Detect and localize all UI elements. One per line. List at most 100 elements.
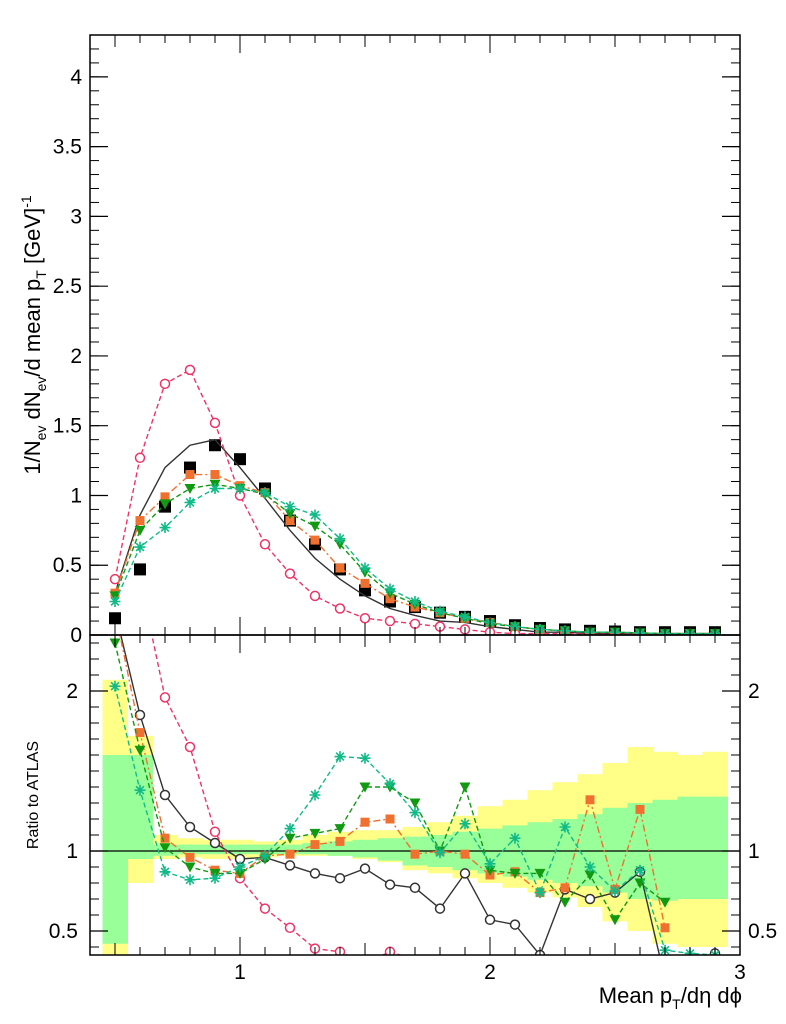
ratio-point	[434, 847, 446, 859]
main-point	[284, 509, 296, 520]
ratio-point	[134, 784, 146, 796]
main-y-tick-label: 3.5	[53, 136, 82, 159]
ratio-band-green	[202, 844, 228, 855]
ratio-point	[284, 922, 296, 934]
main-ytick-labels: 0 0.5 1 1.5 2 2.5 3 3.5 4	[53, 66, 83, 647]
main-point	[134, 563, 146, 576]
main-point	[309, 590, 321, 602]
ratio-band-green	[702, 796, 728, 899]
ratio-point	[359, 752, 371, 764]
ratio-point	[334, 751, 346, 763]
ratio-point	[134, 745, 146, 756]
ratio-y-tick-label-right: 1	[748, 840, 760, 863]
ratio-point	[559, 897, 571, 908]
x-tick-label: 1	[234, 961, 246, 984]
ratio-point	[285, 849, 295, 859]
ratio-point	[409, 798, 421, 809]
main-point	[359, 562, 371, 574]
ratio-point	[534, 868, 546, 879]
main-point	[335, 563, 345, 573]
ratio-band-green	[652, 799, 678, 901]
main-marks	[109, 364, 721, 635]
ratio-point	[284, 833, 296, 844]
ratio-point	[209, 826, 221, 838]
main-y-tick-label: 4	[70, 66, 82, 89]
ratio-point	[409, 882, 421, 894]
main-point	[284, 501, 296, 513]
ratio-band-green	[277, 844, 303, 855]
ratio-ytick-labels: 0.5 0.5 1 1 2 2	[49, 680, 777, 943]
main-point	[134, 525, 146, 536]
ratio-point	[412, 954, 418, 955]
ratio-point	[334, 872, 346, 884]
main-y-tick-label: 0.5	[53, 554, 82, 577]
main-point	[384, 615, 396, 627]
main-point	[259, 487, 271, 499]
x-tick-label: 2	[484, 961, 496, 984]
main-frame	[89, 34, 741, 636]
ratio-point	[584, 861, 596, 873]
ratio-point	[459, 818, 471, 830]
ratio-line-green-triangles-dashed	[114, 642, 666, 922]
main-point	[159, 378, 171, 390]
main-point	[509, 621, 521, 633]
ratio-point	[209, 872, 221, 884]
main-point	[385, 594, 395, 604]
ratio-point	[234, 868, 246, 879]
main-point	[209, 482, 221, 494]
ratio-point	[160, 833, 170, 843]
ratio-y-tick-label-left: 1	[66, 840, 78, 863]
ratio-point	[184, 741, 196, 753]
main-y-tick-label: 1.5	[53, 415, 82, 438]
main-point	[184, 364, 196, 376]
ratio-point	[184, 874, 196, 886]
ratio-point	[434, 903, 446, 914]
main-point	[234, 482, 246, 494]
ratio-point	[634, 864, 646, 876]
main-point	[134, 452, 146, 464]
ratio-point	[384, 778, 396, 790]
ratio-point	[335, 836, 345, 846]
main-point	[184, 483, 196, 494]
ratio-y-axis-title: Ratio to ATLAS	[25, 741, 42, 849]
ratio-point	[609, 885, 621, 897]
ratio-point	[135, 728, 145, 738]
ratio-point	[159, 692, 171, 703]
main-point	[184, 496, 196, 508]
ratio-point	[509, 832, 521, 844]
ratio-point	[509, 919, 521, 930]
ratio-band-green	[377, 838, 403, 861]
main-point	[159, 522, 171, 534]
ratio-point	[359, 863, 371, 874]
main-point	[159, 499, 171, 510]
ratio-point	[585, 795, 595, 805]
ratio-band-green	[602, 807, 628, 893]
x-axis-title: Mean pT/dη dϕ	[599, 983, 742, 1012]
ratio-point	[410, 849, 420, 859]
ratio-point	[635, 804, 645, 814]
ratio-point	[584, 870, 596, 881]
ratio-point	[184, 862, 196, 873]
ratio-point	[484, 914, 496, 926]
ratio-ticks	[90, 635, 741, 955]
ratio-point	[409, 807, 421, 819]
ratio-point	[459, 868, 471, 879]
ratio-point	[111, 479, 120, 488]
main-y-tick-label: 1	[70, 484, 82, 507]
ratio-point	[309, 789, 321, 801]
main-point	[185, 470, 195, 480]
ratio-band-green	[252, 844, 278, 855]
main-point	[284, 568, 296, 579]
ratio-band-green	[352, 839, 378, 858]
ratio-point	[259, 903, 271, 914]
ratio-point	[259, 850, 271, 862]
main-y-tick-label: 2.5	[53, 275, 82, 298]
main-point	[434, 605, 446, 617]
main-point	[285, 516, 295, 526]
ratio-point	[559, 821, 571, 833]
main-point	[109, 573, 121, 585]
main-point	[109, 596, 121, 608]
main-point	[309, 509, 321, 521]
main-y-axis-title: 1/Nev dNev/d mean pT [GeV]-1	[18, 195, 49, 475]
